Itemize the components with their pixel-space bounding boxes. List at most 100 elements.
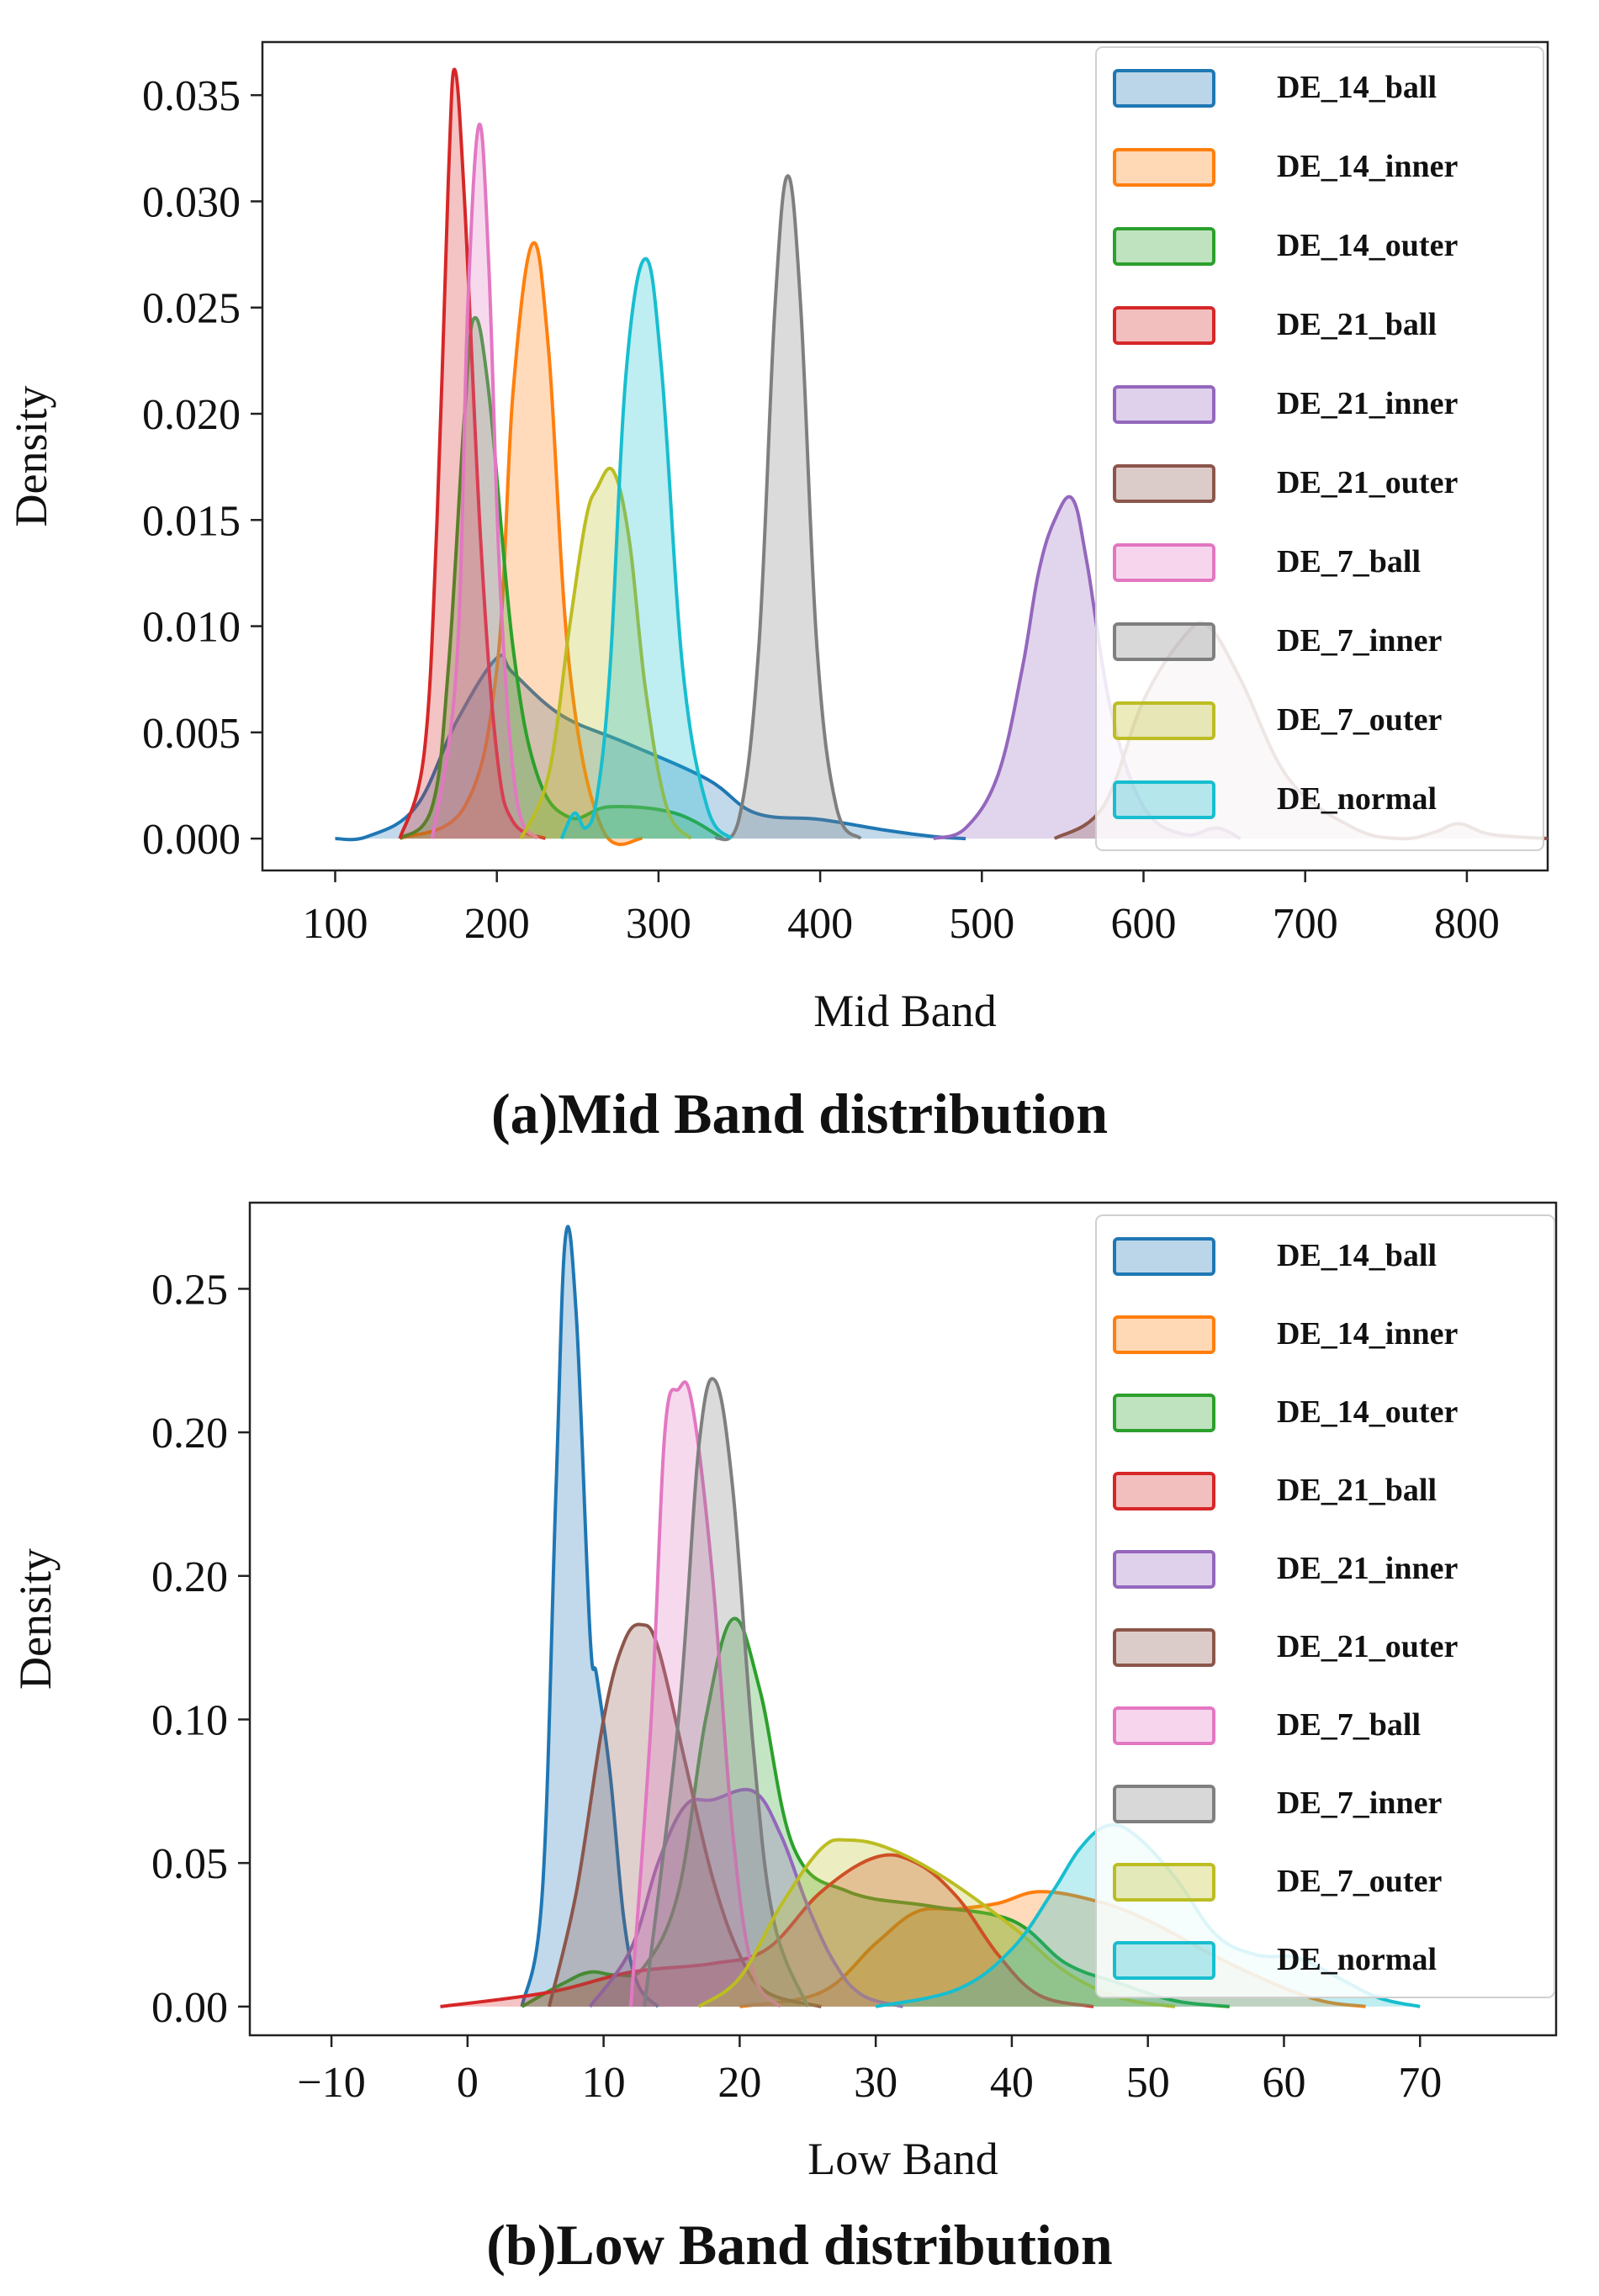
y-tick-label: 0.05	[151, 1840, 228, 1888]
legend-swatch-de-normal	[1113, 1941, 1215, 1980]
area-de-21-outer	[548, 1624, 822, 2007]
y-tick-label: 0.015	[142, 497, 241, 545]
line-de-14-ball	[520, 1225, 659, 2008]
line-de-7-inner	[643, 1377, 810, 2008]
legend-swatch-de-7-inner	[1113, 1785, 1215, 1823]
legend-label-de-7-inner: DE_7_inner	[1277, 1785, 1442, 1821]
line-de-21-inner	[588, 1787, 904, 2008]
x-tick-label: 500	[949, 900, 1014, 948]
legend-swatch-de-14-outer	[1113, 227, 1215, 266]
area-de-21-inner	[590, 1789, 903, 2007]
area-de-21-inner	[933, 496, 1241, 839]
y-axis-label: Density	[6, 386, 56, 527]
legend-label-de-7-outer: DE_7_outer	[1277, 1864, 1442, 1899]
mid-band-panel: 0.000 0.005 0.010 0.015 0.020 0.025 0.030 0.035…	[6, 40, 1549, 1145]
line-de-21-ball	[440, 1853, 1094, 2008]
area-de-7-ball	[631, 1382, 781, 2007]
legend-label-de-14-outer: DE_14_outer	[1277, 228, 1458, 263]
low-band-caption: (b)Low Band distribution	[486, 2213, 1113, 2277]
y-tick-label: 0.10	[151, 1696, 228, 1744]
x-tick-label: 700	[1273, 900, 1338, 948]
mid-band-caption: (a)Mid Band distribution	[490, 1082, 1109, 1145]
legend-swatch-de-14-ball	[1113, 1237, 1215, 1276]
x-tick-label: 800	[1434, 900, 1500, 948]
low-band-chart: 0.00 0.05 0.10 0.20 0.20 0.25 −10 0 10 20 30 40 50 60…	[10, 1201, 1558, 2184]
legend-label-de-21-outer: DE_21_outer	[1277, 465, 1458, 500]
x-tick-label: 20	[717, 2059, 761, 2107]
x-tick-label: 400	[787, 900, 853, 948]
legend-swatch-de-7-outer	[1113, 701, 1215, 740]
legend-label-de-21-inner: DE_21_inner	[1277, 1551, 1458, 1586]
line-de-21-outer	[547, 1622, 822, 2008]
legend-label-de-7-ball: DE_7_ball	[1277, 1707, 1421, 1743]
x-tick-label: 200	[464, 900, 530, 948]
legend-label-de-21-ball: DE_21_ball	[1277, 307, 1437, 342]
area-de-21-ball	[400, 69, 546, 839]
y-axis-label: Density	[10, 1548, 61, 1690]
area-de-21-ball	[440, 1854, 1093, 2007]
y-tick-label: 0.00	[151, 1984, 228, 2032]
legend-label-de-7-outer: DE_7_outer	[1277, 702, 1442, 738]
legend-label-de-14-inner: DE_14_inner	[1277, 149, 1458, 184]
legend-box	[1095, 1214, 1555, 1998]
legend-swatch-de-21-ball	[1113, 306, 1215, 345]
x-axis-label: Low Band	[807, 2134, 998, 2184]
legend-label-de-21-inner: DE_21_inner	[1277, 386, 1458, 421]
legend: DE_14_ball DE_14_inner DE_14_outer DE_21_ba…	[1095, 46, 1544, 851]
legend-label-de-normal: DE_normal	[1277, 1942, 1437, 1977]
line-de-7-ball	[629, 1380, 782, 2008]
x-tick-label: 100	[302, 900, 368, 948]
x-tick-label: 0	[457, 2059, 479, 2107]
line-de-7-ball	[430, 122, 539, 840]
legend-label-de-14-outer: DE_14_outer	[1277, 1394, 1458, 1430]
x-tick-label: 50	[1126, 2059, 1170, 2107]
x-tick-label: 30	[854, 2059, 897, 2107]
legend-swatch-de-14-ball	[1113, 69, 1215, 108]
area-de-7-outer	[521, 468, 691, 839]
x-tick-label: 70	[1398, 2059, 1442, 2107]
area-de-normal	[561, 258, 732, 839]
x-tick-label: 600	[1110, 900, 1176, 948]
x-tick-label: 40	[990, 2059, 1034, 2107]
y-tick-label: 0.20	[151, 1553, 228, 1601]
legend-swatch-de-21-outer	[1113, 1628, 1215, 1667]
area-de-14-outer	[400, 317, 723, 839]
low-band-panel: 0.00 0.05 0.10 0.20 0.20 0.25 −10 0 10 20 30 40 50 60…	[0, 1165, 1599, 2296]
line-de-14-outer	[398, 315, 724, 840]
x-tick-label: −10	[297, 2059, 365, 2107]
legend-swatch-de-14-inner	[1113, 1315, 1215, 1354]
legend-label-de-7-ball: DE_7_ball	[1277, 544, 1421, 579]
legend-label-de-normal: DE_normal	[1277, 781, 1437, 817]
legend-label-de-21-ball: DE_21_ball	[1277, 1473, 1437, 1508]
legend-swatch-de-21-ball	[1113, 1472, 1215, 1510]
legend-label-de-14-inner: DE_14_inner	[1277, 1316, 1458, 1352]
y-tick-label: 0.030	[142, 178, 241, 226]
y-tick-label: 0.25	[151, 1266, 228, 1314]
legend-label-de-14-ball: DE_14_ball	[1277, 1238, 1437, 1273]
legend-swatch-de-21-outer	[1113, 464, 1215, 503]
legend-swatch-de-14-inner	[1113, 148, 1215, 187]
line-de-14-inner	[399, 241, 643, 846]
legend-label-de-21-outer: DE_21_outer	[1277, 1629, 1458, 1664]
y-tick-label: 0.010	[142, 604, 241, 652]
line-de-7-outer	[697, 1838, 1176, 2008]
line-de-normal	[559, 257, 733, 840]
line-de-21-ball	[398, 67, 547, 840]
legend-swatch-de-7-inner	[1113, 622, 1215, 661]
x-axis-label: Mid Band	[813, 986, 997, 1036]
y-tick-label: 0.025	[142, 285, 241, 333]
legend-swatch-de-14-outer	[1113, 1394, 1215, 1432]
legend-swatch-de-21-inner	[1113, 1550, 1215, 1589]
legend-swatch-de-normal	[1113, 780, 1215, 819]
line-de-14-ball	[335, 653, 966, 842]
legend-swatch-de-21-inner	[1113, 385, 1215, 424]
legend: DE_14_ball DE_14_inner DE_14_outer DE_21_ba…	[1095, 1214, 1555, 1998]
legend-swatch-de-7-ball	[1113, 1706, 1215, 1745]
line-de-7-outer	[519, 467, 692, 840]
legend-swatch-de-7-ball	[1113, 543, 1215, 582]
legend-box	[1095, 46, 1544, 851]
x-tick-label: 10	[582, 2059, 626, 2107]
area-de-14-outer	[522, 1618, 1230, 2007]
area-de-7-inner	[715, 176, 861, 840]
y-tick-label: 0.020	[142, 391, 241, 439]
